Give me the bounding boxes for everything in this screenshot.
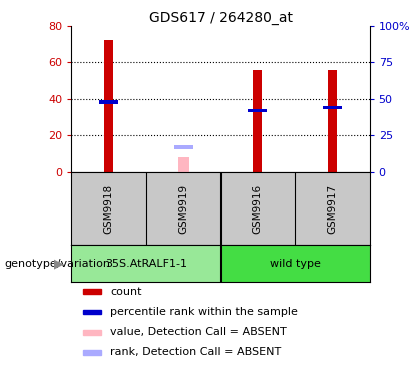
Text: wild type: wild type (270, 258, 320, 269)
Bar (178, 157, 189, 172)
Bar (323, 106, 341, 109)
Bar (174, 145, 192, 149)
Bar (100, 100, 118, 104)
Text: 35S.AtRALF1-1: 35S.AtRALF1-1 (105, 258, 187, 269)
Bar (83, 350, 101, 355)
Title: GDS617 / 264280_at: GDS617 / 264280_at (149, 11, 292, 25)
Text: GSM9919: GSM9919 (178, 184, 188, 234)
Text: GSM9917: GSM9917 (327, 184, 337, 234)
Bar (328, 70, 337, 172)
Bar (220, 245, 370, 282)
Text: ▶: ▶ (54, 257, 63, 270)
Bar (83, 310, 101, 314)
Bar (104, 40, 113, 172)
Bar (249, 109, 267, 112)
Text: value, Detection Call = ABSENT: value, Detection Call = ABSENT (110, 327, 287, 337)
Text: GSM9916: GSM9916 (253, 184, 263, 234)
Text: count: count (110, 287, 142, 297)
Bar (83, 290, 101, 294)
Text: GSM9918: GSM9918 (104, 184, 114, 234)
Text: genotype/variation: genotype/variation (4, 258, 110, 269)
Bar (71, 245, 220, 282)
Text: rank, Detection Call = ABSENT: rank, Detection Call = ABSENT (110, 347, 281, 357)
Bar (83, 330, 101, 335)
Text: percentile rank within the sample: percentile rank within the sample (110, 307, 298, 317)
Bar (253, 70, 262, 172)
